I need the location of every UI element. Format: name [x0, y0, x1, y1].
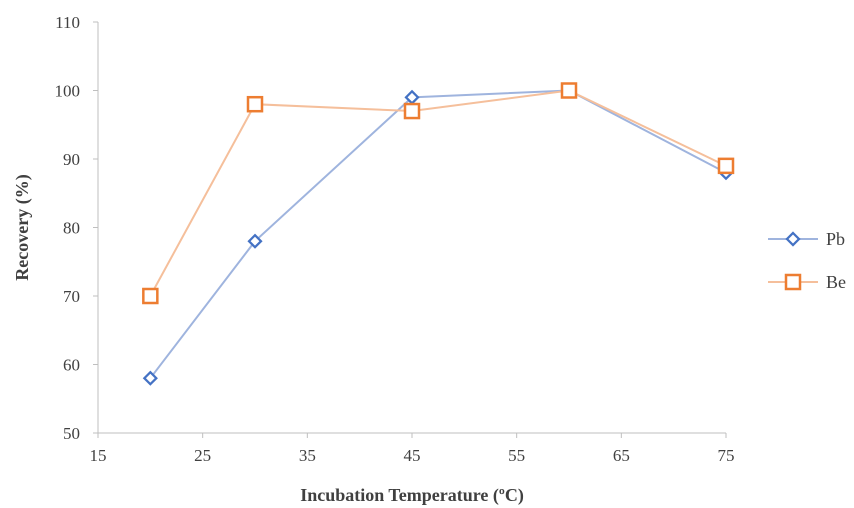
- legend-marker-be: [784, 273, 802, 291]
- legend-item-be: Be: [768, 272, 846, 292]
- x-tick-label: 15: [90, 446, 107, 465]
- series-line-pb: [149, 89, 727, 379]
- y-tick-label: 60: [63, 356, 80, 375]
- y-tick-label: 50: [63, 424, 80, 443]
- legend: Pb Be: [768, 229, 846, 292]
- y-tick-label: 100: [55, 82, 81, 101]
- chart-axes: [93, 21, 727, 438]
- data-point-be: [717, 157, 735, 175]
- series-pb: [142, 82, 734, 386]
- y-tick-label: 70: [63, 287, 80, 306]
- data-point-be: [246, 95, 264, 113]
- legend-item-pb: Pb: [768, 229, 845, 249]
- legend-label-pb: Pb: [826, 229, 845, 249]
- x-tick-label: 45: [404, 446, 421, 465]
- y-tick-label: 110: [55, 13, 80, 32]
- x-tick-label: 65: [613, 446, 630, 465]
- data-point-be: [403, 102, 421, 120]
- x-tick-label: 75: [718, 446, 735, 465]
- legend-marker-pb: [785, 231, 801, 247]
- series-be: [142, 82, 735, 305]
- series-layer: [142, 82, 735, 386]
- x-tick-label: 25: [194, 446, 211, 465]
- y-tick-label: 80: [63, 219, 80, 238]
- x-tick-label: 55: [508, 446, 525, 465]
- y-axis-title: Recovery (%): [12, 174, 33, 280]
- data-point-pb: [247, 233, 263, 249]
- x-tick-label: 35: [299, 446, 316, 465]
- data-point-pb: [142, 370, 158, 386]
- y-tick-label: 90: [63, 150, 80, 169]
- legend-label-be: Be: [826, 272, 846, 292]
- data-point-be: [142, 287, 159, 305]
- x-axis-title: Incubation Temperature (ºC): [300, 485, 524, 506]
- data-point-be: [560, 82, 578, 99]
- tick-labels: 50 60 70 80 90 100 110 15 25 35 45 55 65 75: [55, 13, 735, 465]
